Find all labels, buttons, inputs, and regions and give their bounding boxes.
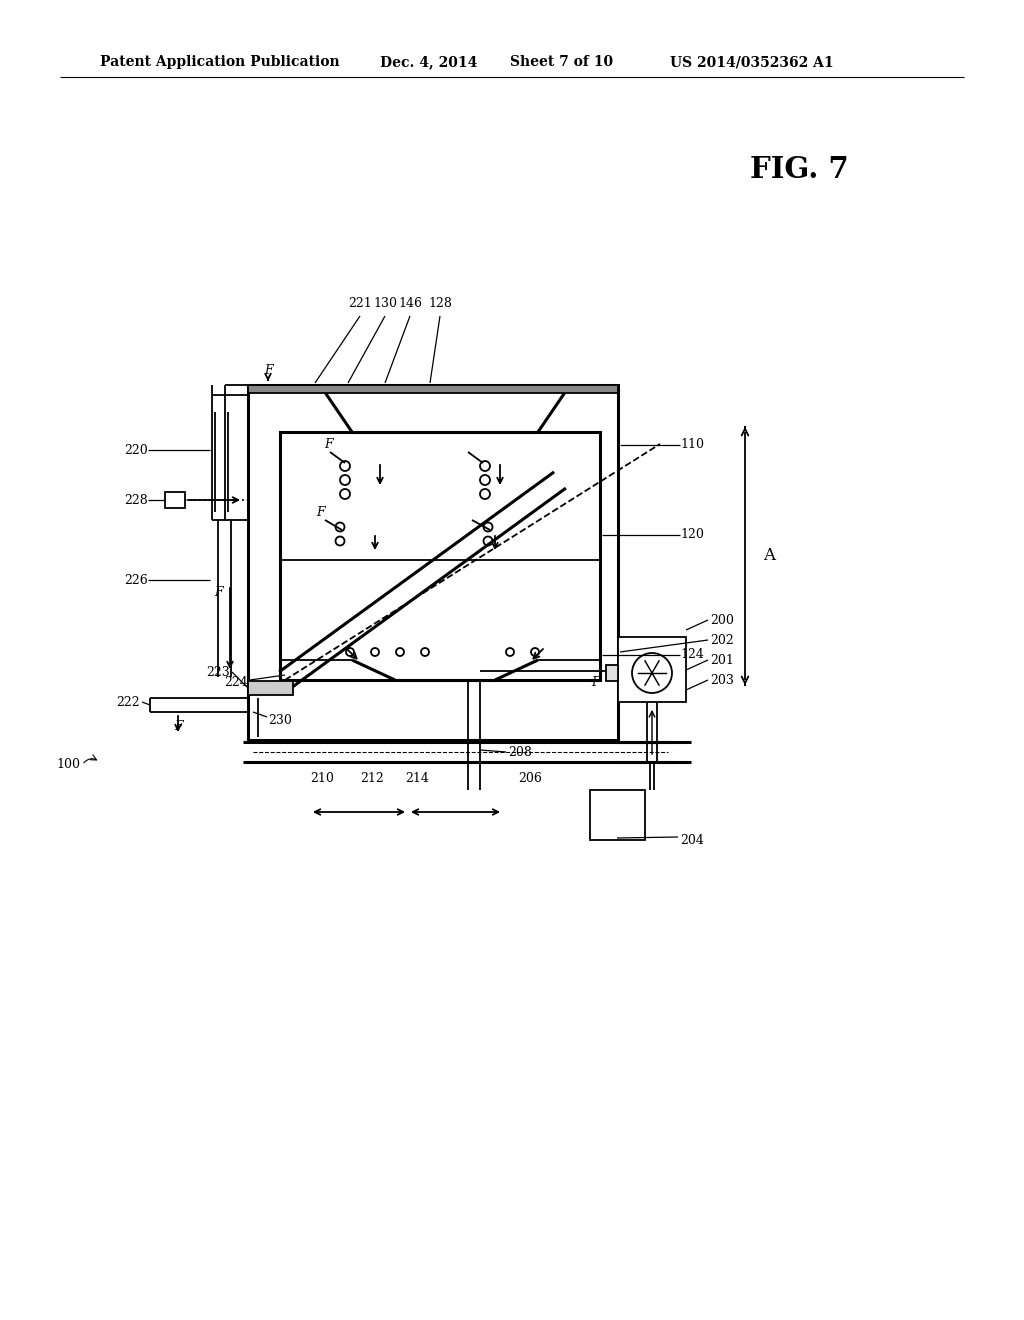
Text: 226: 226	[124, 573, 148, 586]
Text: F: F	[592, 676, 600, 689]
Bar	[248, 385, 618, 393]
Text: A: A	[763, 548, 775, 565]
Text: F: F	[324, 438, 333, 451]
Text: 214: 214	[406, 771, 429, 784]
Text: F: F	[264, 363, 272, 376]
Bar	[280, 432, 600, 680]
Bar	[165, 492, 185, 508]
Text: 100: 100	[56, 759, 80, 771]
Text: 223: 223	[206, 665, 230, 678]
Text: 230: 230	[268, 714, 292, 726]
Bar	[248, 385, 618, 741]
Text: 128: 128	[428, 297, 452, 310]
Text: 212: 212	[360, 771, 384, 784]
Text: FIG. 7: FIG. 7	[750, 156, 849, 185]
Text: 206: 206	[518, 771, 542, 784]
Text: 124: 124	[680, 648, 703, 661]
Text: Dec. 4, 2014: Dec. 4, 2014	[380, 55, 477, 69]
Bar	[590, 789, 645, 840]
Text: F: F	[214, 586, 222, 598]
Bar	[618, 638, 686, 702]
Bar	[606, 665, 618, 681]
Text: F: F	[315, 507, 325, 520]
Text: 202: 202	[710, 634, 734, 647]
Text: 130: 130	[373, 297, 397, 310]
Text: 210: 210	[310, 771, 334, 784]
Text: 220: 220	[124, 444, 148, 457]
Text: 224: 224	[224, 676, 248, 689]
Text: 221: 221	[348, 297, 372, 310]
Text: 146: 146	[398, 297, 422, 310]
Text: 228: 228	[124, 494, 148, 507]
Text: Sheet 7 of 10: Sheet 7 of 10	[510, 55, 613, 69]
Text: 204: 204	[680, 833, 703, 846]
Bar	[248, 681, 293, 696]
Text: F: F	[174, 721, 182, 734]
Text: Patent Application Publication: Patent Application Publication	[100, 55, 340, 69]
Text: 110: 110	[680, 438, 705, 451]
Text: 208: 208	[508, 746, 531, 759]
Text: 200: 200	[710, 614, 734, 627]
Text: 203: 203	[710, 673, 734, 686]
Text: 222: 222	[117, 696, 140, 709]
Text: 201: 201	[710, 653, 734, 667]
Text: 120: 120	[680, 528, 703, 541]
Text: US 2014/0352362 A1: US 2014/0352362 A1	[670, 55, 834, 69]
